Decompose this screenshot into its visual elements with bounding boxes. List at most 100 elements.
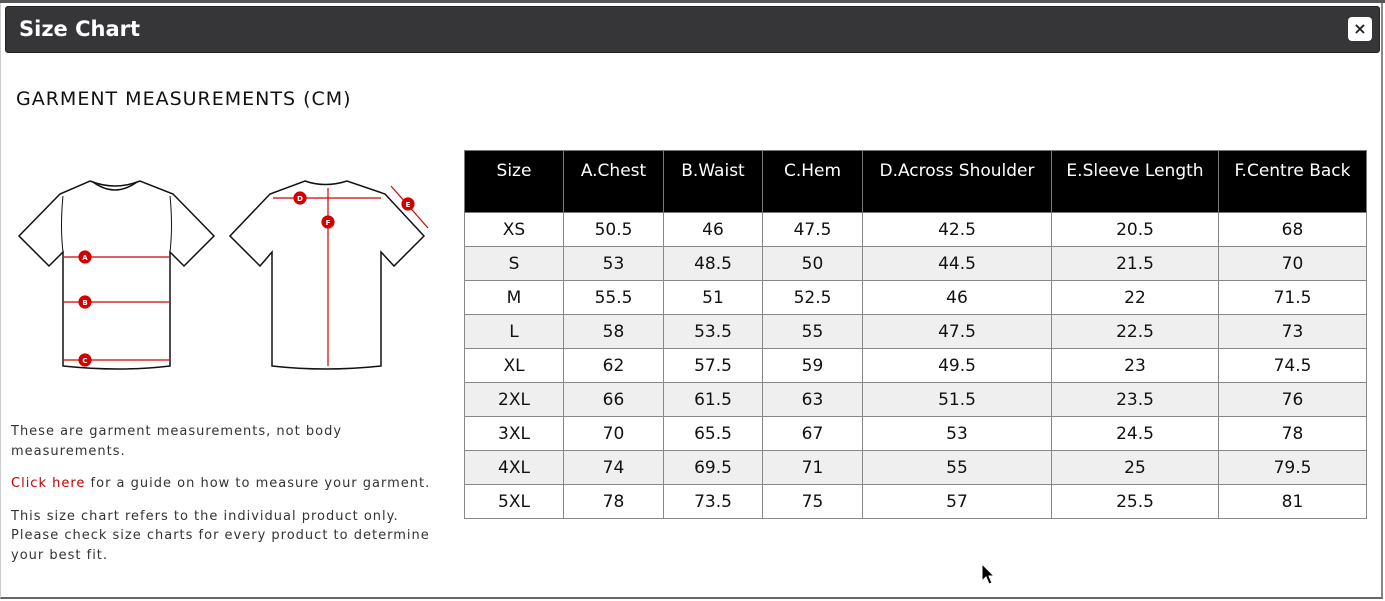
marker-d: D	[297, 195, 303, 203]
dialog-titlebar: Size Chart ×	[5, 6, 1380, 53]
table-cell: 24.5	[1051, 416, 1219, 451]
table-cell: 57.5	[663, 348, 763, 383]
table-cell: 74	[563, 450, 664, 485]
note-individual: This size chart refers to the individual…	[11, 508, 430, 563]
table-cell: 22.5	[1051, 314, 1219, 349]
table-cell: 51.5	[862, 382, 1052, 417]
size-table: Size A.Chest B.Waist C.Hem D.Across Shoulder…	[464, 150, 1367, 519]
table-cell: 46	[862, 280, 1052, 315]
table-cell: 55.5	[563, 280, 664, 315]
table-cell: 57	[862, 484, 1052, 519]
table-cell: XS	[464, 212, 564, 247]
column-header: E.Sleeve Length	[1051, 150, 1219, 213]
table-cell: 49.5	[862, 348, 1052, 383]
table-cell: 71.5	[1218, 280, 1367, 315]
column-header: D.Across Shoulder	[862, 150, 1052, 213]
size-notes: These are garment measurements, not body…	[11, 422, 441, 578]
marker-b: B	[82, 299, 87, 307]
table-cell: 67	[762, 416, 863, 451]
dialog-frame	[0, 3, 1383, 599]
table-cell: 68	[1218, 212, 1367, 247]
table-header-row: Size A.Chest B.Waist C.Hem D.Across Shoulder…	[464, 150, 1367, 213]
table-cell: 22	[1051, 280, 1219, 315]
table-cell: 70	[563, 416, 664, 451]
table-cell: 58	[563, 314, 664, 349]
measure-guide-link[interactable]: Click here	[11, 476, 86, 491]
table-cell: 23.5	[1051, 382, 1219, 417]
table-cell: 5XL	[464, 484, 564, 519]
table-cell: 50	[762, 246, 863, 281]
table-cell: 42.5	[862, 212, 1052, 247]
table-cell: 53	[862, 416, 1052, 451]
table-cell: 76	[1218, 382, 1367, 417]
table-cell: 55	[762, 314, 863, 349]
top-border	[0, 0, 1385, 3]
table-cell: 3XL	[464, 416, 564, 451]
page-title: GARMENT MEASUREMENTS (CM)	[16, 88, 352, 110]
table-cell: 23	[1051, 348, 1219, 383]
table-cell: 4XL	[464, 450, 564, 485]
table-cell: 63	[762, 382, 863, 417]
table-cell: 71	[762, 450, 863, 485]
table-row: 5XL 78 73.5 75 57 25.5 81	[464, 484, 1367, 519]
mouse-cursor-icon	[981, 563, 996, 585]
table-cell: 25	[1051, 450, 1219, 485]
table-cell: 65.5	[663, 416, 763, 451]
table-cell: 74.5	[1218, 348, 1367, 383]
table-cell: 21.5	[1051, 246, 1219, 281]
table-row: L 58 53.5 55 47.5 22.5 73	[464, 314, 1367, 349]
table-row: S 53 48.5 50 44.5 21.5 70	[464, 246, 1367, 281]
tshirt-back-icon	[228, 180, 426, 370]
table-cell: 75	[762, 484, 863, 519]
table-row: 4XL 74 69.5 71 55 25 79.5	[464, 450, 1367, 485]
close-button[interactable]: ×	[1348, 17, 1372, 41]
note-garment: These are garment measurements, not body…	[11, 424, 343, 459]
table-cell: 53.5	[663, 314, 763, 349]
table-row: 3XL 70 65.5 67 53 24.5 78	[464, 416, 1367, 451]
table-cell: 55	[862, 450, 1052, 485]
column-header: Size	[464, 150, 564, 213]
table-cell: 81	[1218, 484, 1367, 519]
table-cell: 51	[663, 280, 763, 315]
table-cell: 50.5	[563, 212, 664, 247]
column-header: A.Chest	[563, 150, 664, 213]
table-cell: 62	[563, 348, 664, 383]
table-cell: XL	[464, 348, 564, 383]
table-cell: 79.5	[1218, 450, 1367, 485]
table-cell: 78	[1218, 416, 1367, 451]
table-row: M 55.5 51 52.5 46 22 71.5	[464, 280, 1367, 315]
table-cell: 47.5	[862, 314, 1052, 349]
note-guide: Click here for a guide on how to measure…	[11, 474, 441, 494]
table-cell: 52.5	[762, 280, 863, 315]
tshirt-diagram: A B C D E F	[17, 180, 429, 370]
marker-f: F	[326, 219, 331, 227]
table-cell: 59	[762, 348, 863, 383]
table-cell: L	[464, 314, 564, 349]
marker-a: A	[82, 254, 88, 262]
table-row: 2XL 66 61.5 63 51.5 23.5 76	[464, 382, 1367, 417]
column-header: B.Waist	[663, 150, 763, 213]
dialog-title: Size Chart	[19, 17, 141, 41]
table-cell: 66	[563, 382, 664, 417]
table-cell: 61.5	[663, 382, 763, 417]
table-row: XS 50.5 46 47.5 42.5 20.5 68	[464, 212, 1367, 247]
table-cell: 53	[563, 246, 664, 281]
note-guide-text: for a guide on how to measure your garme…	[85, 476, 431, 491]
table-cell: 78	[563, 484, 664, 519]
table-cell: 47.5	[762, 212, 863, 247]
table-cell: 20.5	[1051, 212, 1219, 247]
table-cell: M	[464, 280, 564, 315]
table-cell: 69.5	[663, 450, 763, 485]
table-cell: S	[464, 246, 564, 281]
column-header: C.Hem	[762, 150, 863, 213]
table-cell: 48.5	[663, 246, 763, 281]
table-cell: 2XL	[464, 382, 564, 417]
table-cell: 73.5	[663, 484, 763, 519]
tshirt-front-icon	[17, 180, 216, 370]
table-cell: 70	[1218, 246, 1367, 281]
table-row: XL 62 57.5 59 49.5 23 74.5	[464, 348, 1367, 383]
table-cell: 44.5	[862, 246, 1052, 281]
table-cell: 73	[1218, 314, 1367, 349]
marker-e: E	[406, 201, 411, 209]
column-header: F.Centre Back	[1218, 150, 1367, 213]
